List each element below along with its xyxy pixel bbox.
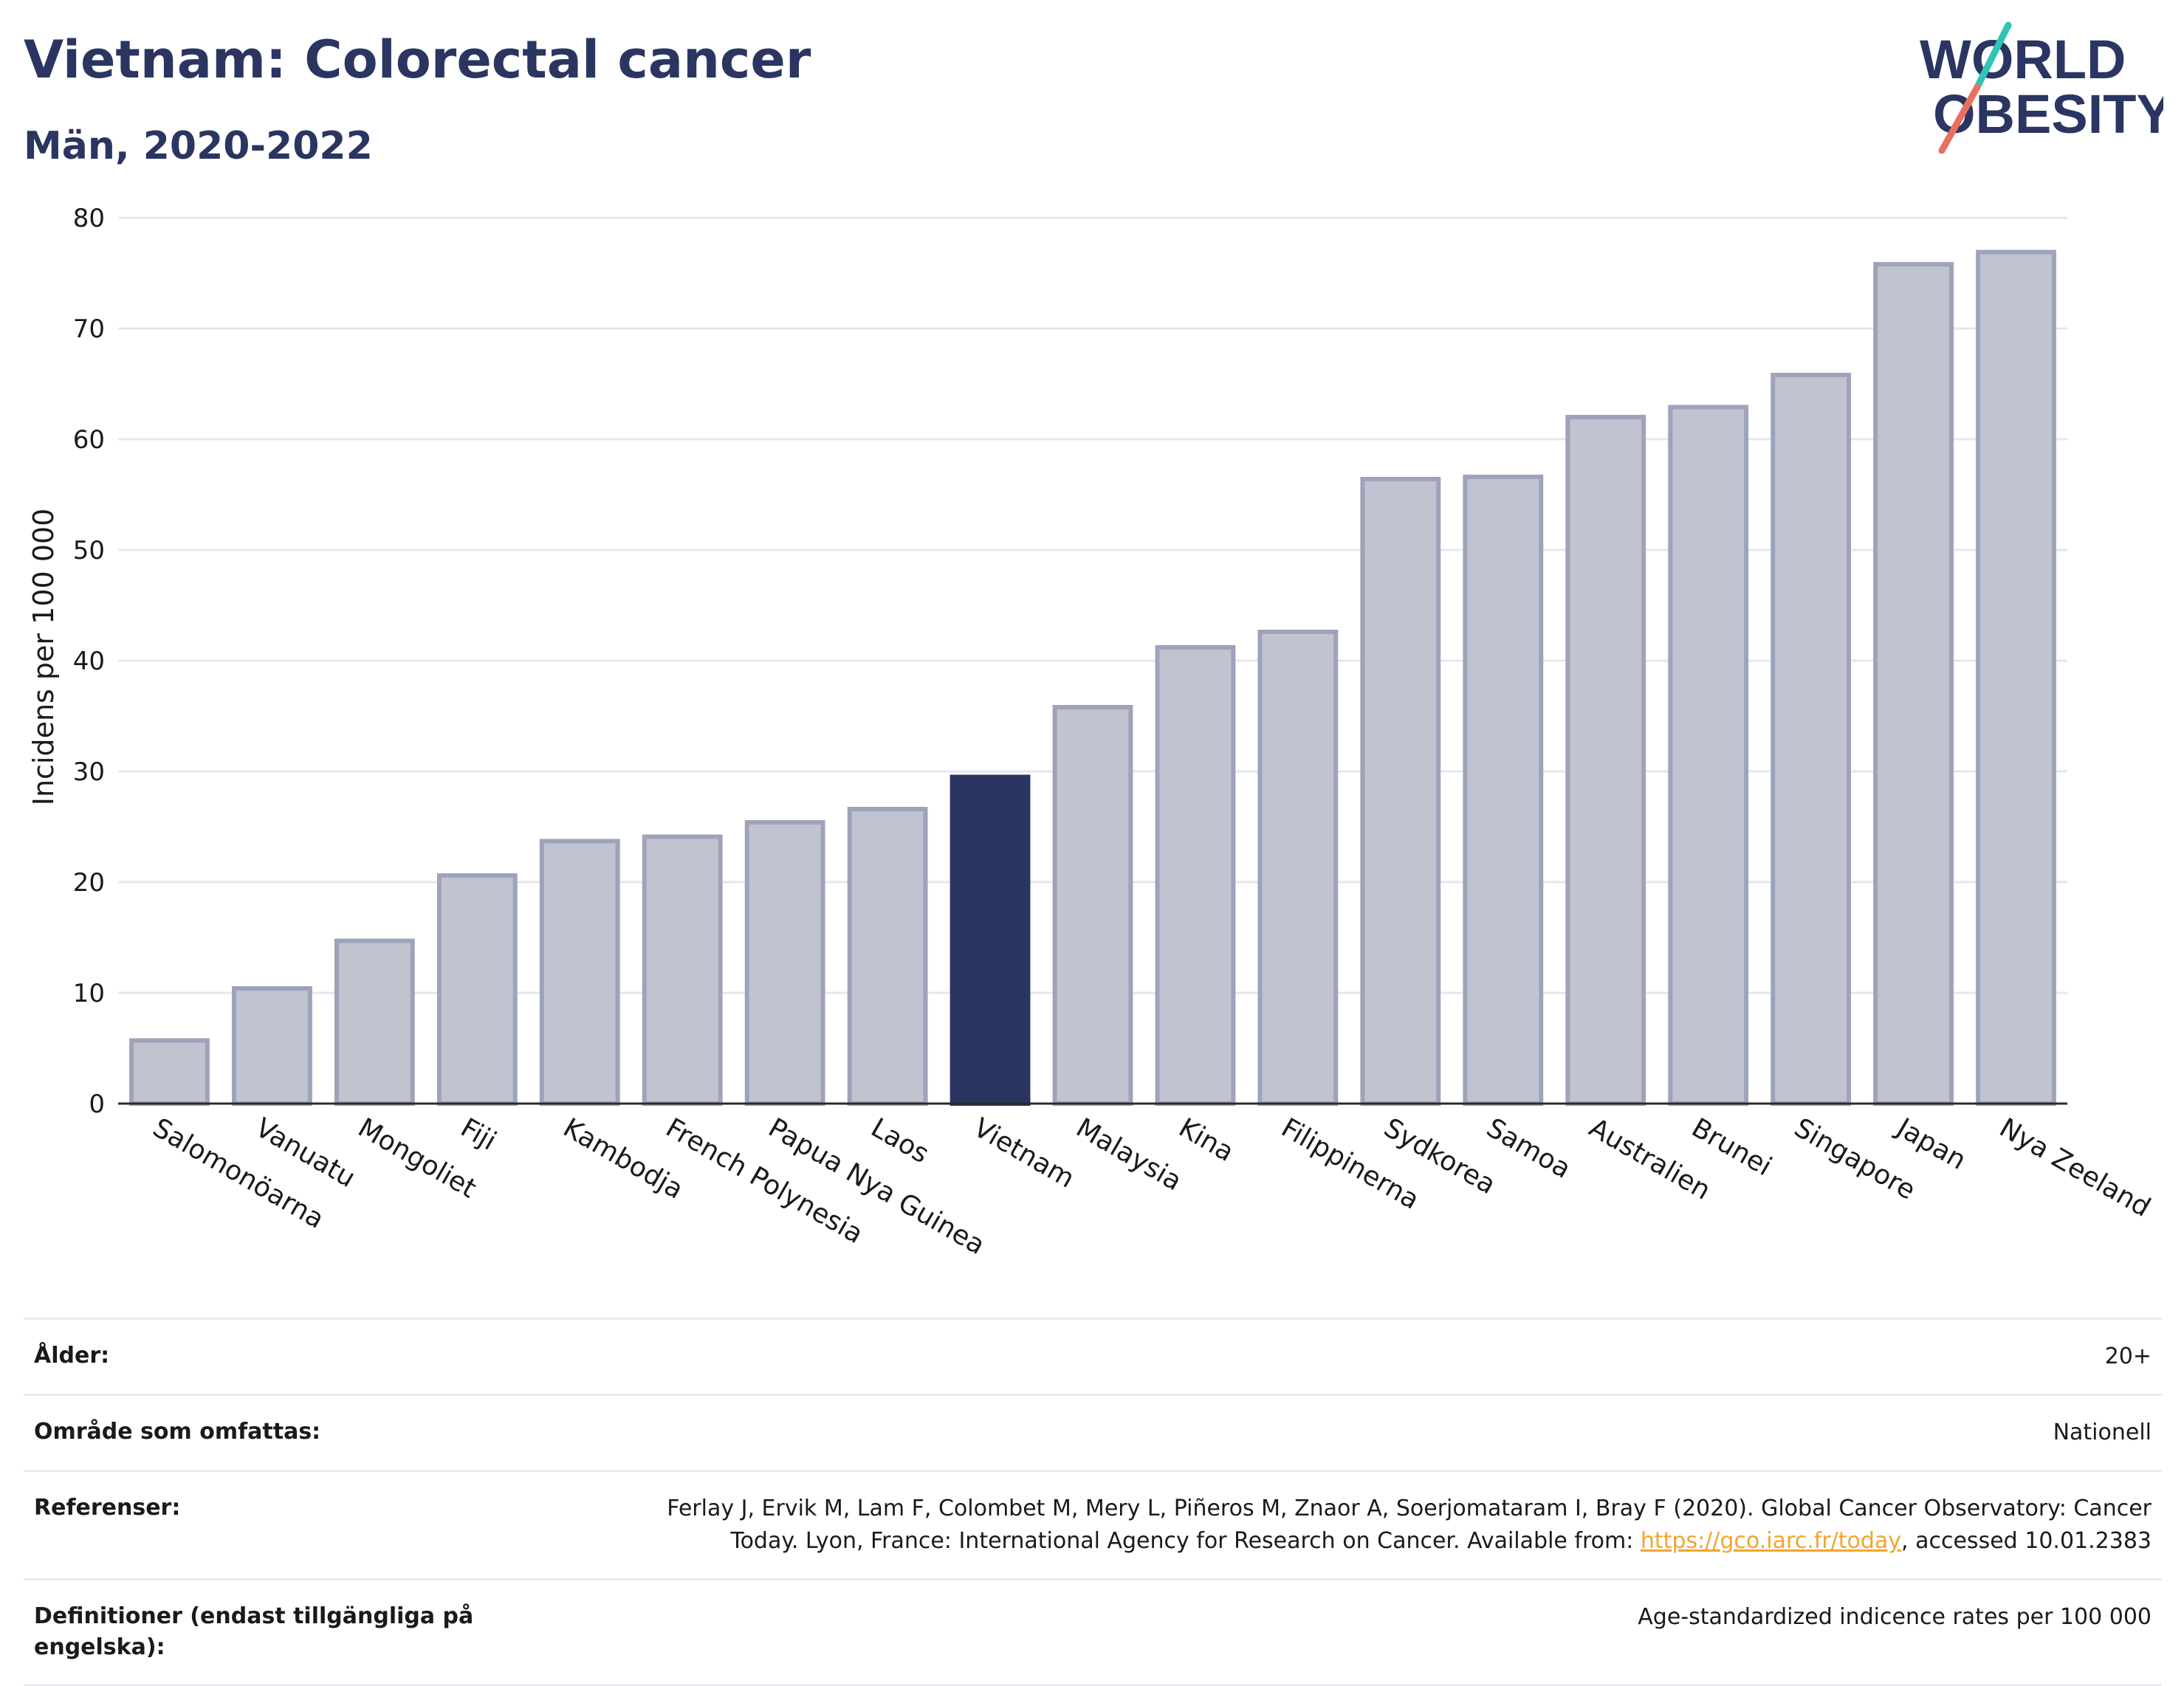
bar: [129, 1038, 210, 1106]
x-tick-label: Malaysia: [1071, 1112, 1187, 1197]
x-tick-label: Japan: [1890, 1112, 1971, 1176]
meta-ref-value: Ferlay J, Ervik M, Lam F, Colombet M, Me…: [667, 1493, 2152, 1558]
bar: [1976, 250, 2056, 1106]
bar: [1771, 373, 1852, 1106]
meta-area-value: Nationell: [2053, 1420, 2152, 1445]
logo-teal-stroke: [1974, 21, 2012, 91]
y-axis-ticks: 0 10 20 30 40 50 60 70 80: [73, 204, 105, 1119]
bar: [1668, 405, 1749, 1106]
bar: [1360, 477, 1441, 1106]
x-tick-label: Nya Zeeland: [1994, 1112, 2155, 1223]
bar: [539, 839, 620, 1106]
meta-age-value: 20+: [2104, 1343, 2152, 1369]
logo-coral-stroke: [1938, 83, 1981, 154]
world-obesity-logo: WORLD OBESITY: [1920, 21, 2163, 154]
bar: [642, 834, 723, 1106]
page-subtitle: Män, 2020-2022: [24, 124, 373, 168]
y-tick-label: 50: [73, 536, 105, 565]
y-axis-label: Incidens per 100 000: [27, 509, 60, 806]
x-tick-label: Laos: [866, 1112, 934, 1169]
meta-area-label: Område som omfattas:: [34, 1419, 321, 1445]
y-tick-label: 60: [73, 425, 105, 455]
metadata-table: Ålder: 20+ Område som omfattas: Nationel…: [24, 1318, 2162, 1686]
ref-link[interactable]: https://gco.iarc.fr/today: [1640, 1528, 1902, 1554]
logo-line-1: WORLD: [1920, 29, 2126, 90]
x-tick-label: Salomonöarna: [148, 1112, 329, 1234]
meta-row-definitions: Definitioner (endast tillgängliga på eng…: [24, 1580, 2162, 1686]
y-tick-label: 80: [73, 204, 105, 233]
logo-line-2: OBESITY: [1933, 83, 2163, 145]
bar: [1565, 415, 1646, 1106]
y-tick-label: 10: [73, 979, 105, 1008]
x-tick-label: Vietnam: [969, 1112, 1079, 1194]
y-tick-label: 20: [73, 868, 105, 898]
chart-bars: [129, 250, 2056, 1106]
bar: [436, 873, 518, 1106]
meta-def-value: Age-standardized indicence rates per 100…: [1638, 1604, 2152, 1630]
y-tick-label: 0: [89, 1090, 105, 1119]
meta-row-area: Område som omfattas: Nationell: [24, 1396, 2162, 1472]
y-tick-label: 40: [73, 647, 105, 676]
y-tick-label: 70: [73, 314, 105, 344]
bar: [232, 986, 312, 1106]
bar: [744, 820, 825, 1106]
meta-def-label: Definitioner (endast tillgängliga på eng…: [34, 1603, 474, 1660]
bar: [1155, 645, 1236, 1106]
bar: [334, 938, 415, 1106]
bar-chart: 0 10 20 30 40 50 60 70 80 Incidens per 100 000 S…: [27, 204, 2155, 1261]
page-title: Vietnam: Colorectal cancer: [24, 30, 811, 90]
bar: [1463, 475, 1544, 1106]
bar: [1052, 705, 1133, 1106]
y-tick-label: 30: [73, 757, 105, 787]
bar: [950, 774, 1031, 1106]
meta-row-references: Referenser: Ferlay J, Ervik M, Lam F, Co…: [24, 1472, 2162, 1580]
meta-row-age: Ålder: 20+: [24, 1320, 2162, 1396]
bar: [1873, 262, 1954, 1106]
ref-text-line-1: Ferlay J, Ervik M, Lam F, Colombet M, Me…: [667, 1496, 2152, 1521]
ref-text-line-3: , accessed 10.01.2383: [1901, 1528, 2152, 1554]
bar: [847, 807, 928, 1106]
bar: [1257, 630, 1339, 1106]
x-tick-label: Fiji: [456, 1112, 501, 1157]
x-tick-label: Kina: [1173, 1112, 1238, 1168]
ref-text-line-2: Today. Lyon, France: International Agenc…: [730, 1528, 1641, 1554]
meta-ref-label: Referenser:: [34, 1495, 181, 1521]
meta-age-label: Ålder:: [34, 1343, 110, 1369]
